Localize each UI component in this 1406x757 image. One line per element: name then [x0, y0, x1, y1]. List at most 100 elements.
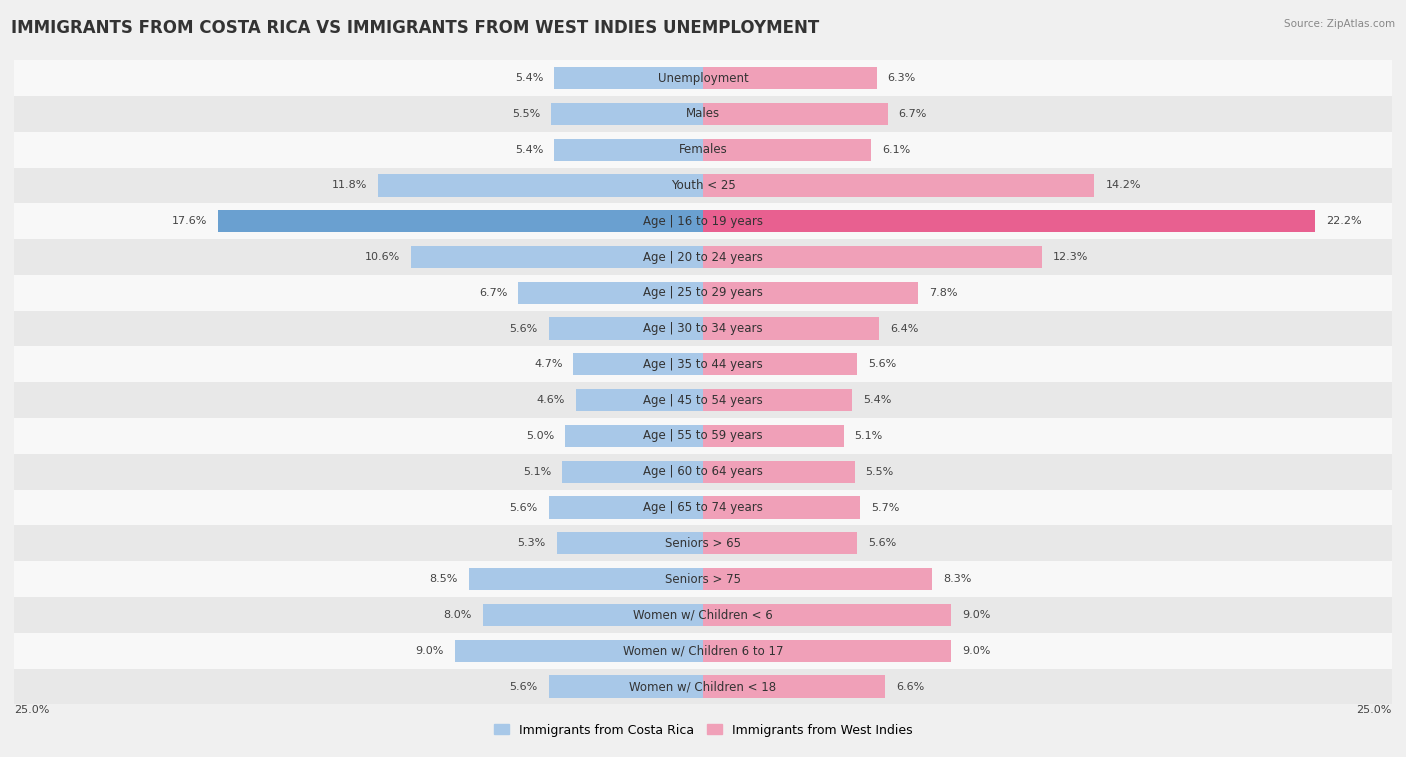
Bar — [703, 174, 1094, 197]
Text: Age | 16 to 19 years: Age | 16 to 19 years — [643, 215, 763, 228]
Bar — [703, 461, 855, 483]
Bar — [703, 103, 887, 125]
Text: 5.3%: 5.3% — [517, 538, 546, 548]
Bar — [703, 67, 876, 89]
Text: IMMIGRANTS FROM COSTA RICA VS IMMIGRANTS FROM WEST INDIES UNEMPLOYMENT: IMMIGRANTS FROM COSTA RICA VS IMMIGRANTS… — [11, 19, 820, 37]
Text: 10.6%: 10.6% — [364, 252, 399, 262]
Bar — [548, 497, 703, 519]
Text: 6.1%: 6.1% — [882, 145, 910, 154]
Text: 5.6%: 5.6% — [509, 681, 537, 692]
Text: 11.8%: 11.8% — [332, 180, 367, 191]
Bar — [551, 103, 703, 125]
Text: Females: Females — [679, 143, 727, 156]
Text: Males: Males — [686, 107, 720, 120]
Text: Age | 20 to 24 years: Age | 20 to 24 years — [643, 251, 763, 263]
Bar — [703, 675, 884, 698]
Text: Unemployment: Unemployment — [658, 72, 748, 85]
Bar — [574, 354, 703, 375]
Text: 5.5%: 5.5% — [866, 467, 894, 477]
Bar — [14, 132, 1392, 167]
Bar — [703, 389, 852, 411]
Text: 8.0%: 8.0% — [443, 610, 471, 620]
Text: Age | 45 to 54 years: Age | 45 to 54 years — [643, 394, 763, 407]
Text: 5.1%: 5.1% — [855, 431, 883, 441]
Bar — [554, 67, 703, 89]
Bar — [14, 418, 1392, 454]
Bar — [14, 382, 1392, 418]
Bar — [14, 310, 1392, 347]
Text: Age | 35 to 44 years: Age | 35 to 44 years — [643, 358, 763, 371]
Bar — [703, 604, 950, 626]
Text: Youth < 25: Youth < 25 — [671, 179, 735, 192]
Text: 12.3%: 12.3% — [1053, 252, 1088, 262]
Text: Women w/ Children < 18: Women w/ Children < 18 — [630, 680, 776, 693]
Text: 5.6%: 5.6% — [869, 360, 897, 369]
Text: 17.6%: 17.6% — [172, 217, 207, 226]
Text: 5.1%: 5.1% — [523, 467, 551, 477]
Text: 5.4%: 5.4% — [515, 73, 543, 83]
Bar — [14, 597, 1392, 633]
Text: 6.7%: 6.7% — [898, 109, 927, 119]
Text: 5.6%: 5.6% — [509, 503, 537, 512]
Bar — [14, 60, 1392, 96]
Bar — [14, 668, 1392, 705]
Bar — [703, 317, 879, 340]
Bar — [411, 246, 703, 268]
Bar — [14, 275, 1392, 310]
Text: 4.6%: 4.6% — [537, 395, 565, 405]
Bar — [703, 640, 950, 662]
Bar — [562, 461, 703, 483]
Bar — [703, 532, 858, 554]
Bar — [557, 532, 703, 554]
Bar — [565, 425, 703, 447]
Text: 7.8%: 7.8% — [929, 288, 957, 298]
Bar — [482, 604, 703, 626]
Bar — [703, 568, 932, 590]
Bar — [456, 640, 703, 662]
Bar — [14, 454, 1392, 490]
Bar — [14, 347, 1392, 382]
Bar — [576, 389, 703, 411]
Text: 6.4%: 6.4% — [890, 323, 918, 334]
Bar — [703, 354, 858, 375]
Bar — [548, 675, 703, 698]
Text: Source: ZipAtlas.com: Source: ZipAtlas.com — [1284, 19, 1395, 29]
Text: Age | 60 to 64 years: Age | 60 to 64 years — [643, 466, 763, 478]
Bar — [14, 167, 1392, 204]
Text: 9.0%: 9.0% — [962, 610, 990, 620]
Bar — [703, 497, 860, 519]
Bar — [14, 239, 1392, 275]
Text: 25.0%: 25.0% — [1357, 705, 1392, 715]
Bar — [548, 317, 703, 340]
Text: 6.6%: 6.6% — [896, 681, 924, 692]
Bar — [14, 204, 1392, 239]
Text: 5.0%: 5.0% — [526, 431, 554, 441]
Text: 5.6%: 5.6% — [869, 538, 897, 548]
Bar — [378, 174, 703, 197]
Text: 6.3%: 6.3% — [887, 73, 915, 83]
Bar — [519, 282, 703, 304]
Text: 5.5%: 5.5% — [512, 109, 540, 119]
Text: Age | 55 to 59 years: Age | 55 to 59 years — [643, 429, 763, 443]
Bar — [703, 139, 872, 160]
Text: 8.3%: 8.3% — [943, 574, 972, 584]
Text: Seniors > 65: Seniors > 65 — [665, 537, 741, 550]
Text: 14.2%: 14.2% — [1105, 180, 1140, 191]
Text: 5.4%: 5.4% — [863, 395, 891, 405]
Text: 9.0%: 9.0% — [962, 646, 990, 656]
Legend: Immigrants from Costa Rica, Immigrants from West Indies: Immigrants from Costa Rica, Immigrants f… — [489, 718, 917, 742]
Text: Women w/ Children 6 to 17: Women w/ Children 6 to 17 — [623, 644, 783, 657]
Bar — [14, 561, 1392, 597]
Text: 25.0%: 25.0% — [14, 705, 49, 715]
Text: Seniors > 75: Seniors > 75 — [665, 572, 741, 586]
Text: 5.4%: 5.4% — [515, 145, 543, 154]
Bar — [703, 246, 1042, 268]
Bar — [14, 96, 1392, 132]
Text: 8.5%: 8.5% — [429, 574, 458, 584]
Text: Women w/ Children < 6: Women w/ Children < 6 — [633, 609, 773, 621]
Bar — [703, 210, 1315, 232]
Text: 9.0%: 9.0% — [416, 646, 444, 656]
Text: 4.7%: 4.7% — [534, 360, 562, 369]
Text: 22.2%: 22.2% — [1326, 217, 1361, 226]
Text: 5.7%: 5.7% — [872, 503, 900, 512]
